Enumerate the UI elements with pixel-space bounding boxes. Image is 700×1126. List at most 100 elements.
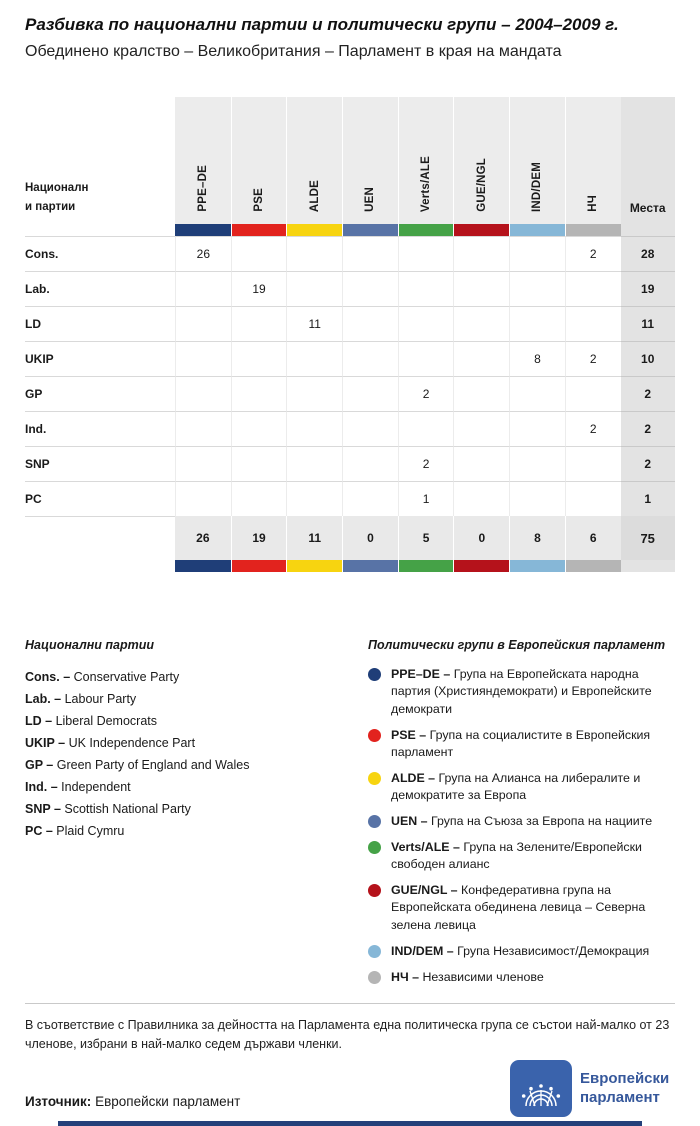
group-code: IND/DEM – — [391, 943, 454, 958]
party-legend-item: Lab. – Labour Party — [25, 688, 347, 710]
value-cell — [175, 306, 231, 341]
page-title: Разбивка по национални партии и политиче… — [25, 15, 619, 34]
legend-parties-items: Cons. – Conservative Party Lab. – Labour … — [25, 666, 347, 842]
value-cell — [509, 376, 565, 411]
group-desc: Група на Зелените/Европейски свободен ал… — [391, 839, 642, 872]
value-cell — [175, 271, 231, 306]
group-legend-item: ALDE – Група на Алианса на либералите и … — [368, 770, 676, 805]
party-abbr: GP – — [25, 758, 54, 772]
color-bar-GUE/NGL — [453, 224, 510, 236]
value-cell — [342, 271, 398, 306]
totals-left-spacer — [25, 516, 175, 560]
value-cell — [342, 341, 398, 376]
value-cell — [230, 411, 287, 446]
value-cell — [453, 481, 510, 516]
value-cell — [453, 341, 510, 376]
party-legend-item: Ind. – Independent — [25, 776, 347, 798]
group-header-cell-UEN: UEN — [342, 97, 398, 224]
group-desc: Група на Европейската народна партия (Хр… — [391, 667, 652, 716]
value-cell — [509, 446, 565, 481]
group-code: PSE – — [391, 727, 427, 742]
seats-cell: 28 — [620, 236, 675, 271]
group-legend-text: GUE/NGL – Конфедеративна група на Европе… — [391, 882, 676, 934]
party-abbr: Ind. – — [25, 780, 58, 794]
party-name: Labour Party — [64, 692, 137, 706]
value-cell: 8 — [509, 341, 565, 376]
party-name: Green Party of England and Wales — [56, 758, 250, 772]
IND/DEM-legend-dot — [368, 944, 381, 958]
value-cell — [564, 446, 621, 481]
party-abbr: Lab. – — [25, 692, 62, 706]
party-abbr: PC – — [25, 824, 53, 838]
group-legend-text: PPE–DE – Група на Европейската народна п… — [391, 666, 676, 718]
source-value: Европейски парламент — [95, 1094, 241, 1109]
value-cell — [230, 376, 287, 411]
value-cell — [509, 236, 565, 271]
value-cell — [509, 411, 565, 446]
party-label: Lab. — [25, 271, 175, 306]
value-cell — [453, 411, 510, 446]
ep-logo-text: Европейски парламент — [580, 1070, 669, 1108]
value-cell — [175, 481, 231, 516]
value-cell — [286, 341, 343, 376]
group-header-cell-Verts/ALE: Verts/ALE — [397, 97, 454, 224]
value-cell — [286, 481, 343, 516]
legend-political-groups: Политически групи в Европейския парламен… — [368, 638, 676, 994]
corner-label: Национални партии — [25, 182, 89, 213]
ALDE-legend-dot — [368, 771, 381, 785]
group-desc: Група на Съюза за Европа на нациите — [430, 814, 653, 829]
value-cell — [453, 236, 510, 271]
footer-divider — [25, 1003, 675, 1004]
group-code: GUE/NGL – — [391, 883, 458, 898]
party-label: UKIP — [25, 341, 175, 376]
seats-cell: 19 — [620, 271, 675, 306]
group-header-cell-IND/DEM: IND/DEM — [509, 97, 565, 224]
group-legend-item: PPE–DE – Група на Европейската народна п… — [368, 666, 676, 718]
color-bar-UEN — [342, 224, 398, 236]
page-subtitle: Обединено кралство – Великобритания – Па… — [25, 43, 562, 60]
group-legend-text: PSE – Група на социалистите в Европейски… — [391, 727, 676, 762]
group-header-label: GUE/NGL — [475, 158, 488, 212]
value-cell — [453, 306, 510, 341]
group-legend-item: PSE – Група на социалистите в Европейски… — [368, 727, 676, 762]
value-cell — [230, 306, 287, 341]
seats-table-grid: Национални партии PPE–DE PSE ALDE UEN Verts/A… — [25, 97, 675, 572]
value-cell: 2 — [397, 376, 454, 411]
value-cell — [509, 306, 565, 341]
totals-seats: 75 — [620, 516, 675, 560]
color-bar-PSE — [230, 560, 287, 572]
value-cell — [342, 376, 398, 411]
group-legend-item: НЧ – Независими членове — [368, 969, 676, 986]
color-bar-PSE — [230, 224, 287, 236]
group-desc: Група Независимост/Демокрация — [457, 943, 650, 958]
value-cell — [564, 376, 621, 411]
party-legend-item: PC – Plaid Cymru — [25, 820, 347, 842]
color-bar-GUE/NGL — [453, 560, 510, 572]
value-cell — [230, 446, 287, 481]
group-legend-item: GUE/NGL – Конфедеративна група на Европе… — [368, 882, 676, 934]
total-cell: 8 — [509, 516, 565, 560]
seats-cell: 10 — [620, 341, 675, 376]
group-legend-item: IND/DEM – Група Независимост/Демокрация — [368, 943, 676, 960]
group-header-cell-НЧ: НЧ — [564, 97, 621, 224]
color-bar-ALDE — [286, 560, 343, 572]
party-name: Conservative Party — [73, 670, 180, 684]
bar-row-left-spacer — [25, 560, 175, 572]
value-cell — [230, 236, 287, 271]
group-legend-text: НЧ – Независими членове — [391, 969, 676, 986]
seats-cell: 2 — [620, 376, 675, 411]
group-legend-text: Verts/ALE – Група на Зелените/Европейски… — [391, 839, 676, 874]
legend-national-parties: Национални партии Cons. – Conservative P… — [25, 638, 347, 842]
seats-table: Национални партии PPE–DE PSE ALDE UEN Verts/A… — [25, 97, 675, 572]
value-cell: 2 — [564, 341, 621, 376]
group-header-cell-GUE/NGL: GUE/NGL — [453, 97, 510, 224]
value-cell: 2 — [397, 446, 454, 481]
value-cell — [286, 411, 343, 446]
color-bar-IND/DEM — [509, 560, 565, 572]
group-legend-item: UEN – Група на Съюза за Европа на нациит… — [368, 813, 676, 830]
ep-logo-text-line2: парламент — [580, 1088, 660, 1106]
group-code: НЧ – — [391, 969, 419, 984]
group-header-label: ALDE — [308, 179, 321, 212]
party-name: Independent — [61, 780, 131, 794]
